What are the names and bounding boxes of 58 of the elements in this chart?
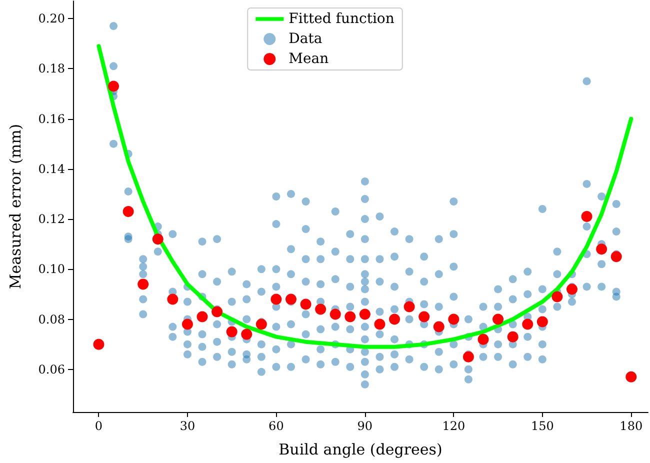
point	[212, 306, 223, 318]
point	[359, 308, 370, 320]
point	[108, 80, 120, 92]
point	[626, 371, 637, 382]
point	[241, 328, 252, 340]
point	[226, 326, 238, 338]
point	[270, 294, 282, 305]
x-tick-label: 30	[180, 419, 196, 433]
y-tick-label: 0.08	[38, 312, 65, 326]
point	[315, 304, 326, 315]
point	[344, 311, 356, 322]
point	[552, 291, 563, 302]
point	[374, 318, 386, 330]
x-tick-label: 180	[620, 419, 643, 433]
legend-label: Mean	[288, 51, 329, 67]
point	[330, 308, 341, 320]
legend-label: Data	[288, 31, 322, 47]
point	[138, 278, 149, 290]
point	[404, 301, 415, 312]
y-tick-label: 0.16	[38, 112, 65, 126]
x-axis-title: Build angle (degrees)	[278, 440, 442, 458]
y-tick-label: 0.18	[38, 62, 65, 76]
point	[300, 298, 312, 310]
point	[448, 314, 460, 325]
point	[196, 311, 208, 322]
point	[462, 351, 474, 362]
point	[581, 211, 592, 222]
point	[152, 234, 164, 245]
x-tick-label: 90	[357, 419, 373, 433]
x-tick-label: 150	[530, 419, 554, 433]
y-tick-label: 0.10	[38, 262, 65, 276]
x-tick-label: 0	[94, 419, 103, 433]
point	[93, 338, 104, 350]
point	[507, 331, 518, 342]
x-tick-label: 120	[442, 419, 466, 433]
point	[610, 251, 622, 262]
y-axis-title: Measured error (mm)	[6, 124, 24, 290]
point	[122, 206, 134, 218]
point	[256, 318, 267, 330]
y-tick-label: 0.06	[38, 362, 65, 376]
point	[433, 321, 444, 332]
y-tick-label: 0.14	[38, 162, 66, 176]
point	[492, 314, 504, 325]
point	[596, 244, 608, 255]
legend-label: Fitted function	[288, 11, 394, 27]
y-tick-label: 0.20	[38, 12, 65, 26]
point	[389, 314, 400, 325]
point	[522, 318, 534, 330]
x-tick-label: 60	[268, 419, 284, 433]
line-series	[96, 44, 634, 349]
y-tick-label: 0.12	[38, 212, 65, 226]
point	[286, 294, 296, 305]
point	[566, 284, 578, 295]
point	[536, 316, 548, 328]
point	[478, 334, 489, 345]
point	[182, 318, 193, 330]
point	[167, 294, 178, 305]
point	[418, 311, 430, 322]
